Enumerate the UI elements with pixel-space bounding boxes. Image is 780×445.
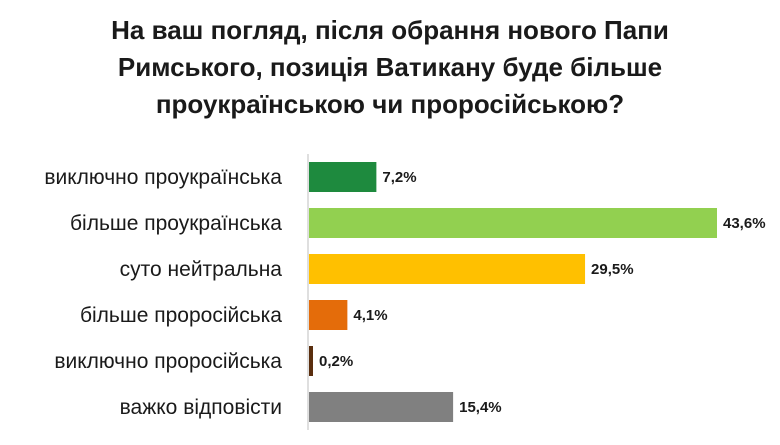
data-label: 43,6%	[723, 215, 766, 232]
category-label: виключно проросійська	[54, 350, 282, 373]
bar	[309, 208, 717, 238]
chart-title: На ваш погляд, після обрання нового Папи…	[111, 15, 669, 119]
bar	[309, 162, 377, 192]
bar	[309, 392, 454, 422]
category-label: суто нейтральна	[120, 258, 283, 281]
category-label: важко відповісти	[120, 396, 282, 419]
bar	[309, 300, 348, 330]
category-label: виключно проукраїнська	[44, 166, 282, 189]
data-label: 0,2%	[319, 353, 353, 370]
category-label: більше проросійська	[80, 304, 282, 327]
data-label: 7,2%	[382, 169, 416, 186]
category-label: більше проукраїнська	[70, 212, 282, 235]
data-label: 4,1%	[353, 307, 387, 324]
bar	[309, 346, 313, 376]
data-label: 15,4%	[459, 399, 502, 416]
data-label: 29,5%	[591, 261, 634, 278]
bar	[309, 254, 586, 284]
